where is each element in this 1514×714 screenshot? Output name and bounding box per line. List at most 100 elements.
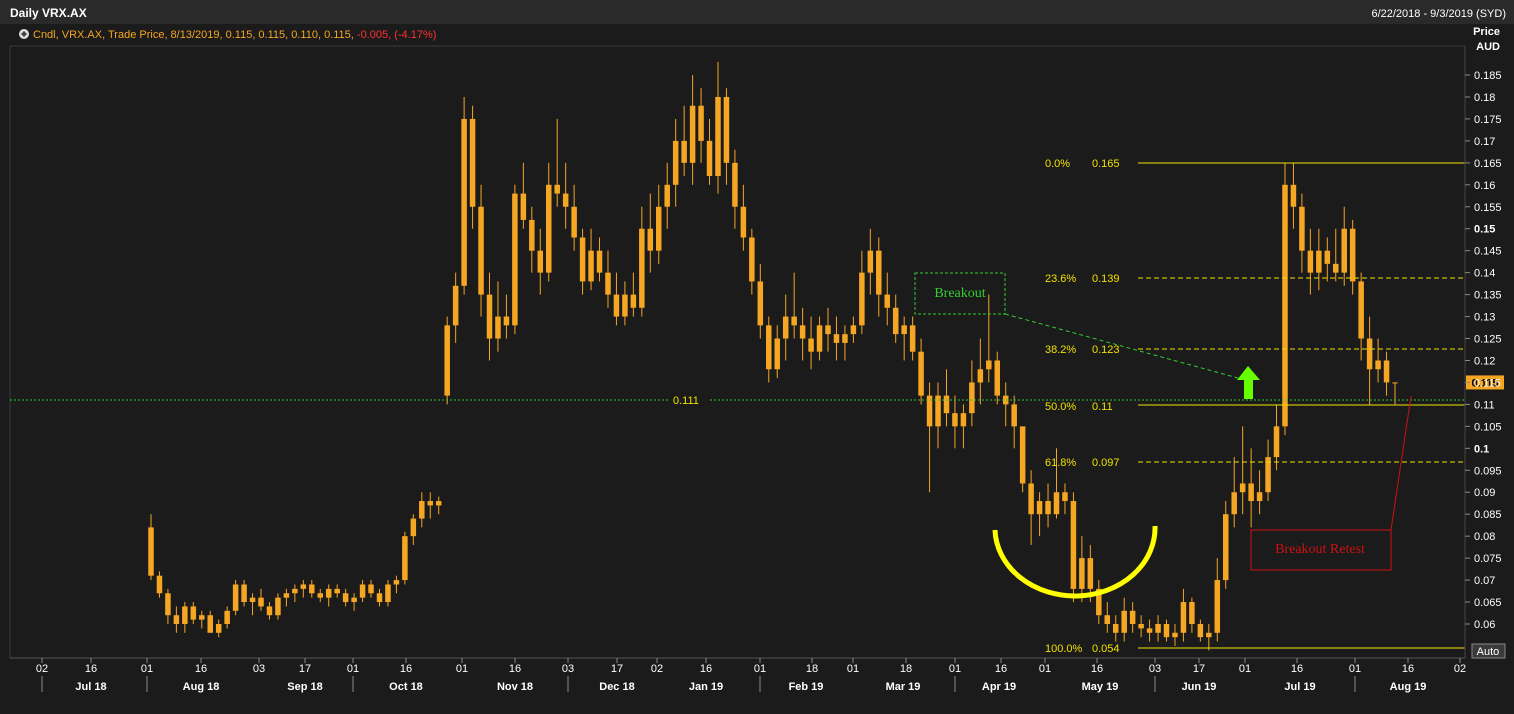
y-tick-label: 0.14 xyxy=(1474,268,1495,280)
candle-body xyxy=(317,593,324,598)
candle-body xyxy=(275,597,281,616)
breakout-box xyxy=(914,272,1006,315)
candle-body xyxy=(1239,483,1246,493)
x-month-label: Jul 19 xyxy=(1284,681,1315,693)
y-tick-label: 0.135 xyxy=(1474,290,1502,302)
candle-body xyxy=(241,584,247,603)
candle-body xyxy=(681,140,687,163)
candle-body xyxy=(918,351,924,396)
y-tick-label: 0.155 xyxy=(1474,202,1502,214)
candle-body xyxy=(630,294,637,308)
candle-body xyxy=(495,316,501,339)
candle-body xyxy=(1045,501,1051,515)
auto-scale-label: Auto xyxy=(1477,646,1500,658)
x-day-label: 01 xyxy=(347,663,359,675)
candle-body xyxy=(1265,457,1271,493)
y-tick-label: 0.085 xyxy=(1474,509,1502,521)
fib-percent-label: 61.8% xyxy=(1045,457,1076,469)
candle-body xyxy=(309,584,315,594)
candle-body xyxy=(867,250,874,273)
candle-body xyxy=(825,325,831,335)
x-day-label: 16 xyxy=(85,663,97,675)
y-tick-label: 0.12 xyxy=(1474,355,1495,367)
candle-body xyxy=(258,597,264,607)
x-day-label: 16 xyxy=(400,663,412,675)
candle-body xyxy=(859,272,865,326)
x-month-label: Jan 19 xyxy=(689,681,723,693)
auto-scale-button[interactable] xyxy=(1471,643,1506,659)
x-month-label: Oct 18 xyxy=(389,681,423,693)
candle-body xyxy=(850,325,857,335)
x-month-label: Sep 18 xyxy=(287,681,322,693)
fib-percent-label: 50.0% xyxy=(1045,401,1076,413)
candle-body xyxy=(545,184,552,273)
fib-value-label: 0.165 xyxy=(1092,158,1120,170)
candle-body xyxy=(1349,228,1356,282)
x-day-label: 17 xyxy=(611,663,623,675)
candle-body xyxy=(1070,501,1077,589)
candle-body xyxy=(1392,382,1398,384)
candle-body xyxy=(537,250,544,273)
y-tick-label: 0.1 xyxy=(1474,443,1489,455)
breakout-label: Breakout xyxy=(934,286,985,301)
candle-body xyxy=(596,250,603,273)
candle-body xyxy=(622,294,628,317)
candle-body xyxy=(529,219,535,251)
candle-body xyxy=(977,369,984,383)
candle-body xyxy=(1180,602,1187,633)
x-month-label: Feb 19 xyxy=(789,681,824,693)
candle-body xyxy=(1222,514,1229,581)
retest-pointer-line xyxy=(1390,395,1412,531)
y-tick-label: 0.08 xyxy=(1474,531,1495,543)
support-label-bg xyxy=(668,393,708,408)
y-tick-label: 0.09 xyxy=(1474,487,1495,499)
candle-body xyxy=(808,338,814,352)
y-tick-label: 0.105 xyxy=(1474,421,1502,433)
x-month-label: Apr 19 xyxy=(982,681,1016,693)
candle-body xyxy=(656,206,662,251)
x-axis-ticks: 02 16 01 16 03 17 01 16 01 16 03 17 02 16 01 18 01 18 01 16… xyxy=(10,657,1466,693)
candle-body xyxy=(562,193,569,207)
candle-body xyxy=(427,501,434,506)
x-day-label: 01 xyxy=(1039,663,1051,675)
breakout-retest-label: Breakout Retest xyxy=(1275,542,1365,557)
candle-body xyxy=(478,206,484,295)
candle-body xyxy=(960,413,967,427)
x-day-label: 16 xyxy=(700,663,712,675)
candle-body xyxy=(799,325,806,339)
candle-body xyxy=(1155,624,1161,633)
candle-body xyxy=(876,250,882,295)
candle-body xyxy=(749,237,755,282)
candle-body xyxy=(512,193,518,326)
candle-body xyxy=(588,250,594,282)
candle-body xyxy=(935,395,941,427)
candle-body xyxy=(1172,632,1178,638)
candle-body xyxy=(232,584,239,611)
x-day-label: 02 xyxy=(36,663,48,675)
candle-body xyxy=(469,118,476,207)
x-day-label: 16 xyxy=(1402,663,1414,675)
x-day-label: 16 xyxy=(995,663,1007,675)
candle-body xyxy=(791,316,797,326)
candle-body xyxy=(1036,501,1043,515)
y-tick-label: 0.16 xyxy=(1474,180,1495,192)
candle-body xyxy=(1282,184,1288,427)
y-tick-label: 0.125 xyxy=(1474,334,1502,346)
candle-body xyxy=(605,272,611,295)
candle-body xyxy=(368,584,374,594)
candle-body xyxy=(1290,184,1297,207)
fib-value-label: 0.123 xyxy=(1092,344,1120,356)
legend-change: -0.005, (-4.17%) xyxy=(357,29,436,41)
candle-body xyxy=(486,294,493,339)
candle-body xyxy=(1375,360,1381,370)
y-axis-label-unit: AUD xyxy=(1476,41,1500,53)
candle-body xyxy=(1019,426,1026,484)
candle-body xyxy=(901,325,907,335)
candle-body xyxy=(1307,250,1314,273)
y-tick-label: 0.165 xyxy=(1474,158,1502,170)
candle-body xyxy=(266,606,273,616)
candle-body xyxy=(1256,492,1263,502)
candle-body xyxy=(1299,206,1305,251)
